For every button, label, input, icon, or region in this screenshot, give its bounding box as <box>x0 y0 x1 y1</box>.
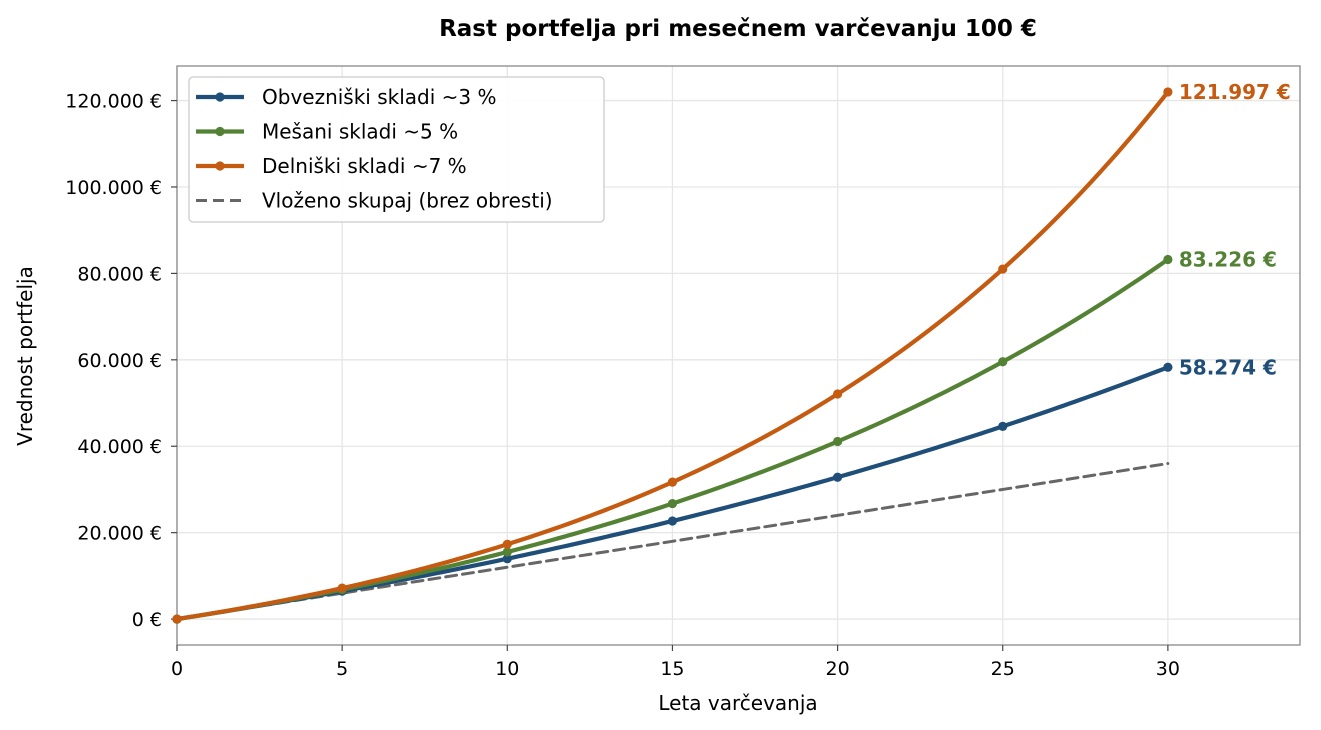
legend-box <box>188 76 605 223</box>
y-tick-label: 100.000 € <box>65 177 162 199</box>
legend-item-equity: Delniški skladi ~7 % <box>196 154 467 178</box>
x-tick-label: 5 <box>336 658 348 680</box>
end-label-layer: 58.274 € 83.226 € 121.997 € <box>1179 80 1291 379</box>
tick-layer: 0 5 10 15 20 25 30 0 € 20.000 € 40.000 € 60.000 € 8… <box>65 91 1180 680</box>
series-point-mixed <box>1163 254 1173 265</box>
x-axis-label: Leta varčevanja <box>658 691 817 715</box>
series-point-mixed <box>502 547 512 557</box>
legend-marker-bonds <box>215 92 225 102</box>
series-point-mixed <box>667 498 678 509</box>
x-tick-label: 25 <box>991 658 1015 680</box>
legend-label-equity: Delniški skladi ~7 % <box>262 154 467 178</box>
x-tick-label: 0 <box>171 658 183 680</box>
series-point-bonds <box>1163 362 1173 372</box>
x-tick-label: 30 <box>1156 658 1180 680</box>
x-tick-label: 20 <box>825 658 849 680</box>
chart-title: Rast portfelja pri mesečnem varčevanju 1… <box>439 16 1037 42</box>
y-tick-label: 120.000 € <box>65 91 162 113</box>
series-point-bonds <box>998 421 1008 431</box>
grid-layer <box>176 66 1300 645</box>
end-label-equity: 121.997 € <box>1179 80 1291 104</box>
y-tick-label: 80.000 € <box>77 263 162 285</box>
series-layer <box>172 87 1173 624</box>
legend-marker-equity <box>215 161 225 171</box>
series-point-equity <box>1163 87 1173 97</box>
y-axis-label: Vrednost portfelja <box>13 266 37 446</box>
end-label-mixed: 83.226 € <box>1179 247 1277 271</box>
series-point-equity <box>337 583 347 593</box>
legend-item-invested: Vloženo skupaj (brez obresti) <box>196 189 553 213</box>
legend-label-mixed: Mešani skladi ~5 % <box>262 120 458 144</box>
series-point-equity <box>172 614 182 624</box>
plot-frame <box>176 65 1301 646</box>
series-point-bonds <box>832 472 843 482</box>
series-point-equity <box>502 539 512 549</box>
series-point-bonds <box>667 516 678 526</box>
legend: Obvezniški skladi ~3 % Mešani skladi ~5 %… <box>188 76 605 223</box>
legend-item-mixed: Mešani skladi ~5 % <box>196 120 458 144</box>
series-point-equity <box>832 389 843 399</box>
legend-label-bonds: Obvezniški skladi ~3 % <box>262 85 497 109</box>
y-tick-label: 0 € <box>132 609 162 631</box>
series-point-bonds <box>502 554 512 564</box>
x-tick-label: 10 <box>495 658 519 680</box>
y-tick-label: 40.000 € <box>77 436 162 458</box>
y-tick-label: 20.000 € <box>77 523 162 545</box>
legend-item-bonds: Obvezniški skladi ~3 % <box>196 85 497 109</box>
legend-label-invested: Vloženo skupaj (brez obresti) <box>262 189 553 213</box>
x-tick-label: 15 <box>660 658 684 680</box>
series-point-equity <box>667 477 678 487</box>
series-invested <box>175 462 1170 621</box>
series-point-equity <box>998 264 1008 274</box>
series-point-mixed <box>832 436 843 447</box>
series-equity <box>172 87 1173 624</box>
series-point-mixed <box>998 357 1008 367</box>
legend-marker-mixed <box>215 126 225 137</box>
legend-items: Obvezniški skladi ~3 % Mešani skladi ~5 %… <box>196 85 553 213</box>
series-line-invested <box>175 462 1170 621</box>
end-label-bonds: 58.274 € <box>1179 355 1277 379</box>
y-tick-label: 60.000 € <box>77 350 162 372</box>
